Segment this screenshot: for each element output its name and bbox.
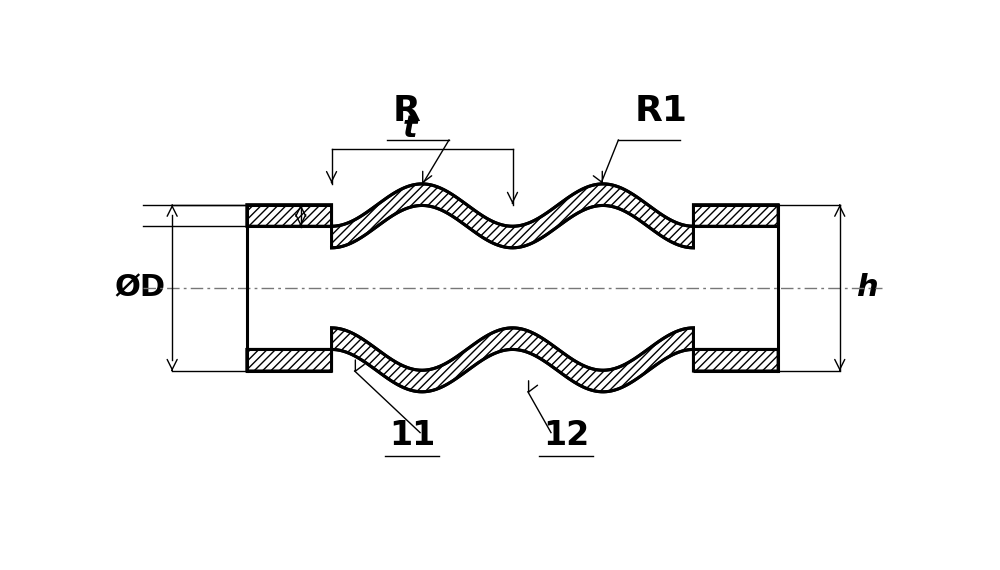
Text: ØD: ØD <box>114 274 165 302</box>
Text: h: h <box>856 274 878 302</box>
Polygon shape <box>247 184 778 248</box>
Text: 12: 12 <box>543 419 590 452</box>
Text: 11: 11 <box>389 419 436 452</box>
Text: t: t <box>403 114 418 143</box>
Polygon shape <box>247 205 778 370</box>
Polygon shape <box>247 328 778 392</box>
Text: R1: R1 <box>634 95 687 128</box>
Text: R: R <box>393 95 421 128</box>
